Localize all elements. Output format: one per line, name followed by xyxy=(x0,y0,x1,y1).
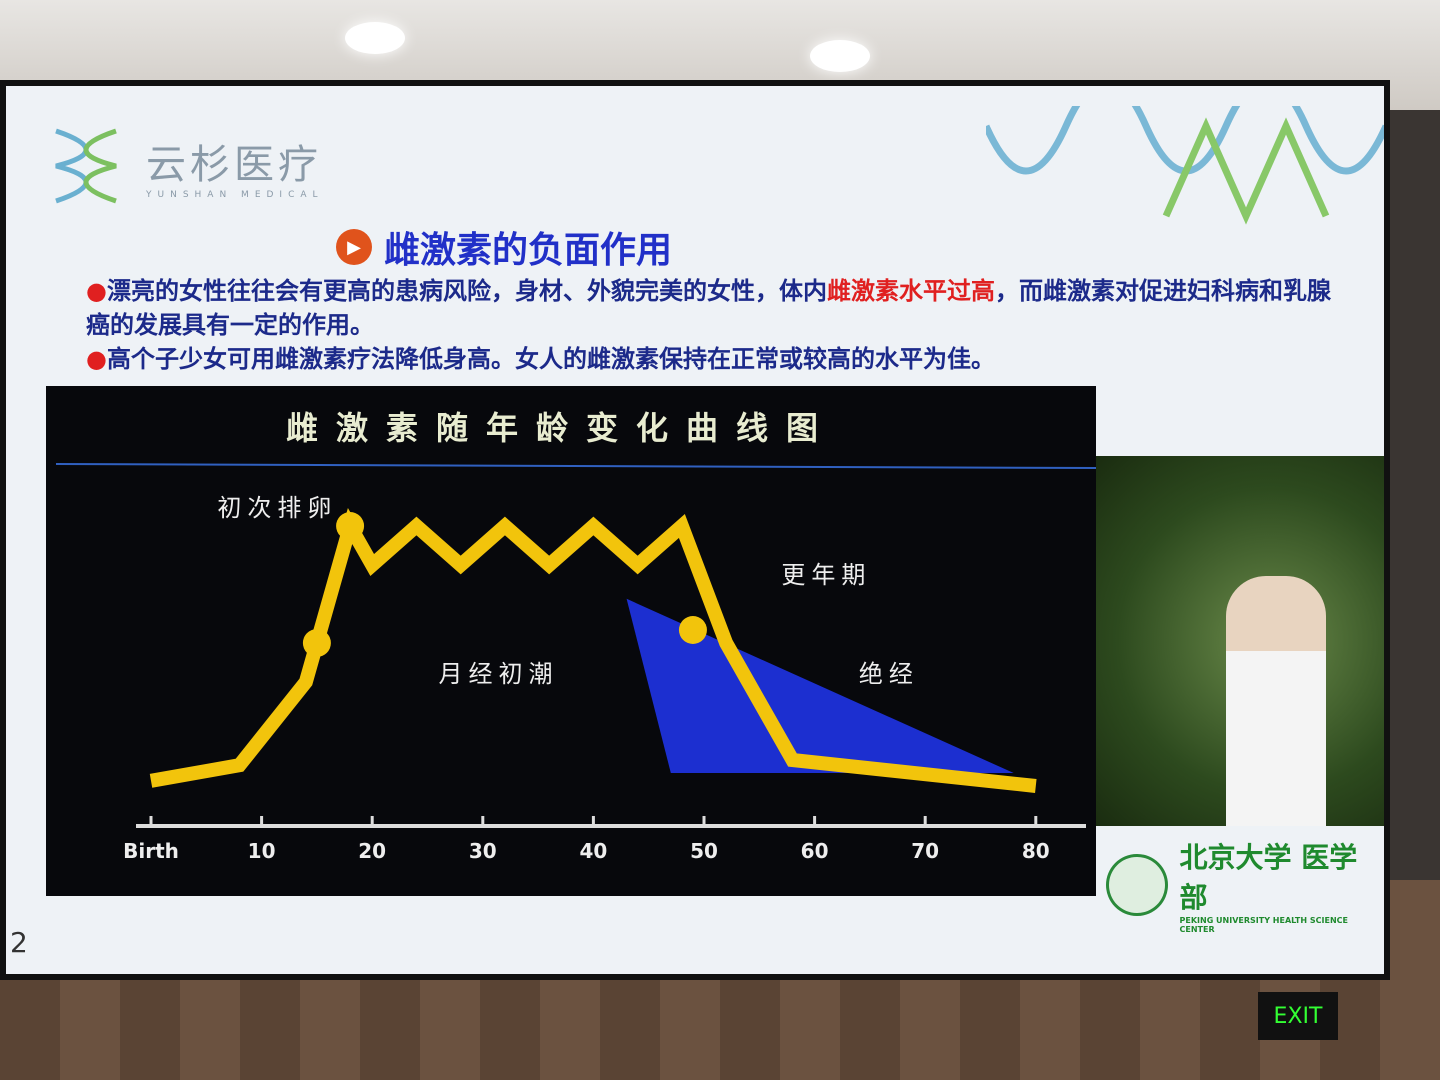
bullet-text: 漂亮的女性往往会有更高的患病风险，身材、外貌完美的女性，体内 xyxy=(106,277,827,305)
chart-annotation: 更年期 xyxy=(781,561,871,589)
logo-subtitle: YUNSHAN MEDICAL xyxy=(146,190,324,200)
chart-annotation: 月经初潮 xyxy=(439,660,559,688)
woman-figure xyxy=(1226,576,1326,826)
slide-title-text: 雌激素的负面作用 xyxy=(384,230,673,271)
bullet-text: ，而雌激素对促进妇科病和乳腺癌的发展具有一定的作用。 xyxy=(86,277,1331,339)
curve-marker xyxy=(302,629,331,657)
x-tick-label: 70 xyxy=(911,839,939,863)
x-tick-label: 30 xyxy=(469,839,497,863)
play-icon: ▶ xyxy=(336,229,372,265)
curve-marker xyxy=(678,616,707,644)
presentation-screen: 云杉医疗 YUNSHAN MEDICAL ▶ 雌激素的负面作用 ●漂亮的女性往往会… xyxy=(0,80,1390,980)
page-number: 2 xyxy=(10,926,28,959)
woman-stretching-photo xyxy=(1096,456,1384,826)
x-tick-label: 50 xyxy=(690,839,718,863)
pku-logo: 北京大学 医学部 PEKING UNIVERSITY HEALTH SCIENCE… xyxy=(1106,836,1384,934)
pku-name: 北京大学 医学部 xyxy=(1179,841,1358,914)
slide-title: ▶ 雌激素的负面作用 xyxy=(336,221,672,273)
x-tick-label: Birth xyxy=(123,839,179,863)
exit-sign: EXIT xyxy=(1258,992,1338,1040)
estrogen-chart: 雌激素随年龄变化曲线图 Birth 10 20 30 40 50 60 70 80 初次排卵月经初… xyxy=(46,386,1096,896)
wave-decoration xyxy=(986,106,1384,225)
bullet-highlight: 雌激素水平过高 xyxy=(826,277,995,305)
chart-annotation: 初次排卵 xyxy=(217,494,337,522)
x-tick-label: 20 xyxy=(358,839,386,863)
ceiling-lamp xyxy=(345,22,405,54)
bullet-dot-icon: ● xyxy=(86,277,107,305)
pku-english-name: PEKING UNIVERSITY HEALTH SCIENCE CENTER xyxy=(1179,916,1348,934)
x-tick-label: 60 xyxy=(801,839,829,863)
curve-marker xyxy=(336,512,365,540)
title-underline xyxy=(55,463,1096,469)
bullet-dot-icon: ● xyxy=(86,345,107,373)
yunshan-logo: 云杉医疗 YUNSHAN MEDICAL xyxy=(46,126,324,206)
menopause-area xyxy=(626,598,1014,773)
x-tick-label: 40 xyxy=(579,839,607,863)
x-tick-label: 80 xyxy=(1022,839,1050,863)
bullet-list: ●漂亮的女性往往会有更高的患病风险，身材、外貌完美的女性，体内雌激素水平过高，而… xyxy=(86,274,1346,376)
bullet-item: ●高个子少女可用雌激素疗法降低身高。女人的雌激素保持在正常或较高的水平为佳。 xyxy=(86,342,1346,376)
pku-seal-icon xyxy=(1106,854,1168,916)
chart-title: 雌激素随年龄变化曲线图 xyxy=(286,409,837,447)
chart-annotation: 绝经 xyxy=(859,660,919,688)
bullet-item: ●漂亮的女性往往会有更高的患病风险，身材、外貌完美的女性，体内雌激素水平过高，而… xyxy=(86,274,1346,342)
dna-logo-icon xyxy=(55,128,117,204)
bullet-text: 高个子少女可用雌激素疗法降低身高。女人的雌激素保持在正常或较高的水平为佳。 xyxy=(106,345,995,373)
x-tick-label: 10 xyxy=(248,839,276,863)
logo-name: 云杉医疗 xyxy=(146,142,322,188)
ceiling-lamp xyxy=(810,40,870,72)
